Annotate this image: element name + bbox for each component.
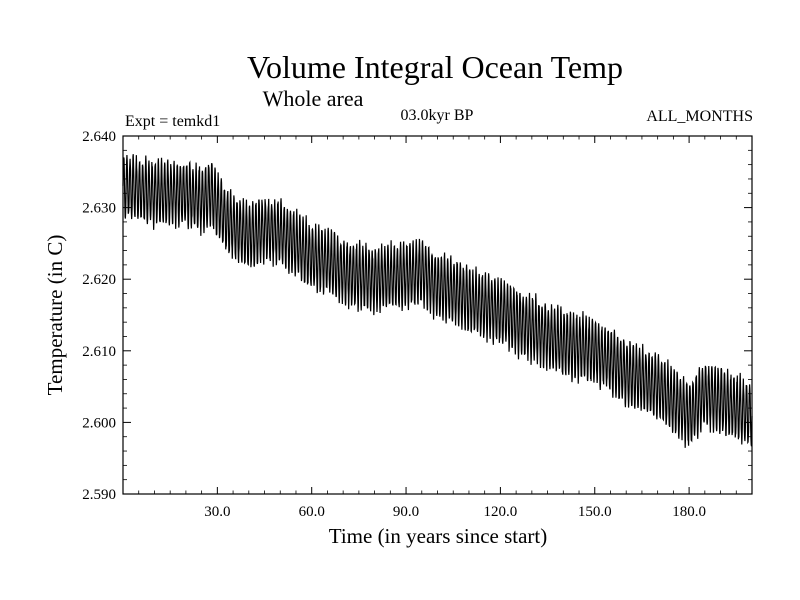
- y-tick-label: 2.610: [82, 344, 116, 360]
- x-tick-label: 150.0: [578, 504, 612, 520]
- x-axis-label: Time (in years since start): [329, 524, 548, 548]
- y-tick-label: 2.600: [82, 415, 116, 431]
- experiment-label: Expt = temkd1: [125, 113, 220, 130]
- x-tick-label: 60.0: [299, 504, 325, 520]
- months-label: ALL_MONTHS: [646, 108, 753, 125]
- x-tick-label: 180.0: [672, 504, 706, 520]
- plot-area: [122, 154, 753, 448]
- series-line: [122, 154, 753, 448]
- axis-ticks: 30.0 60.0 90.0 120.0 150.0 180.0 2.590 2.600 2.6…: [82, 129, 752, 520]
- chart-subtitle: Whole area: [263, 86, 364, 111]
- y-tick-label: 2.630: [82, 201, 116, 217]
- period-label: 03.0kyr BP: [401, 107, 474, 124]
- x-tick-label: 90.0: [393, 504, 419, 520]
- y-axis-label: Temperature (in C): [43, 235, 67, 396]
- x-tick-label: 30.0: [204, 504, 230, 520]
- chart-title: Volume Integral Ocean Temp: [247, 49, 623, 85]
- x-tick-label: 120.0: [484, 504, 518, 520]
- y-tick-label: 2.640: [82, 129, 116, 145]
- y-tick-label: 2.590: [82, 487, 116, 503]
- plot-frame: [122, 135, 753, 495]
- y-tick-label: 2.620: [82, 272, 116, 288]
